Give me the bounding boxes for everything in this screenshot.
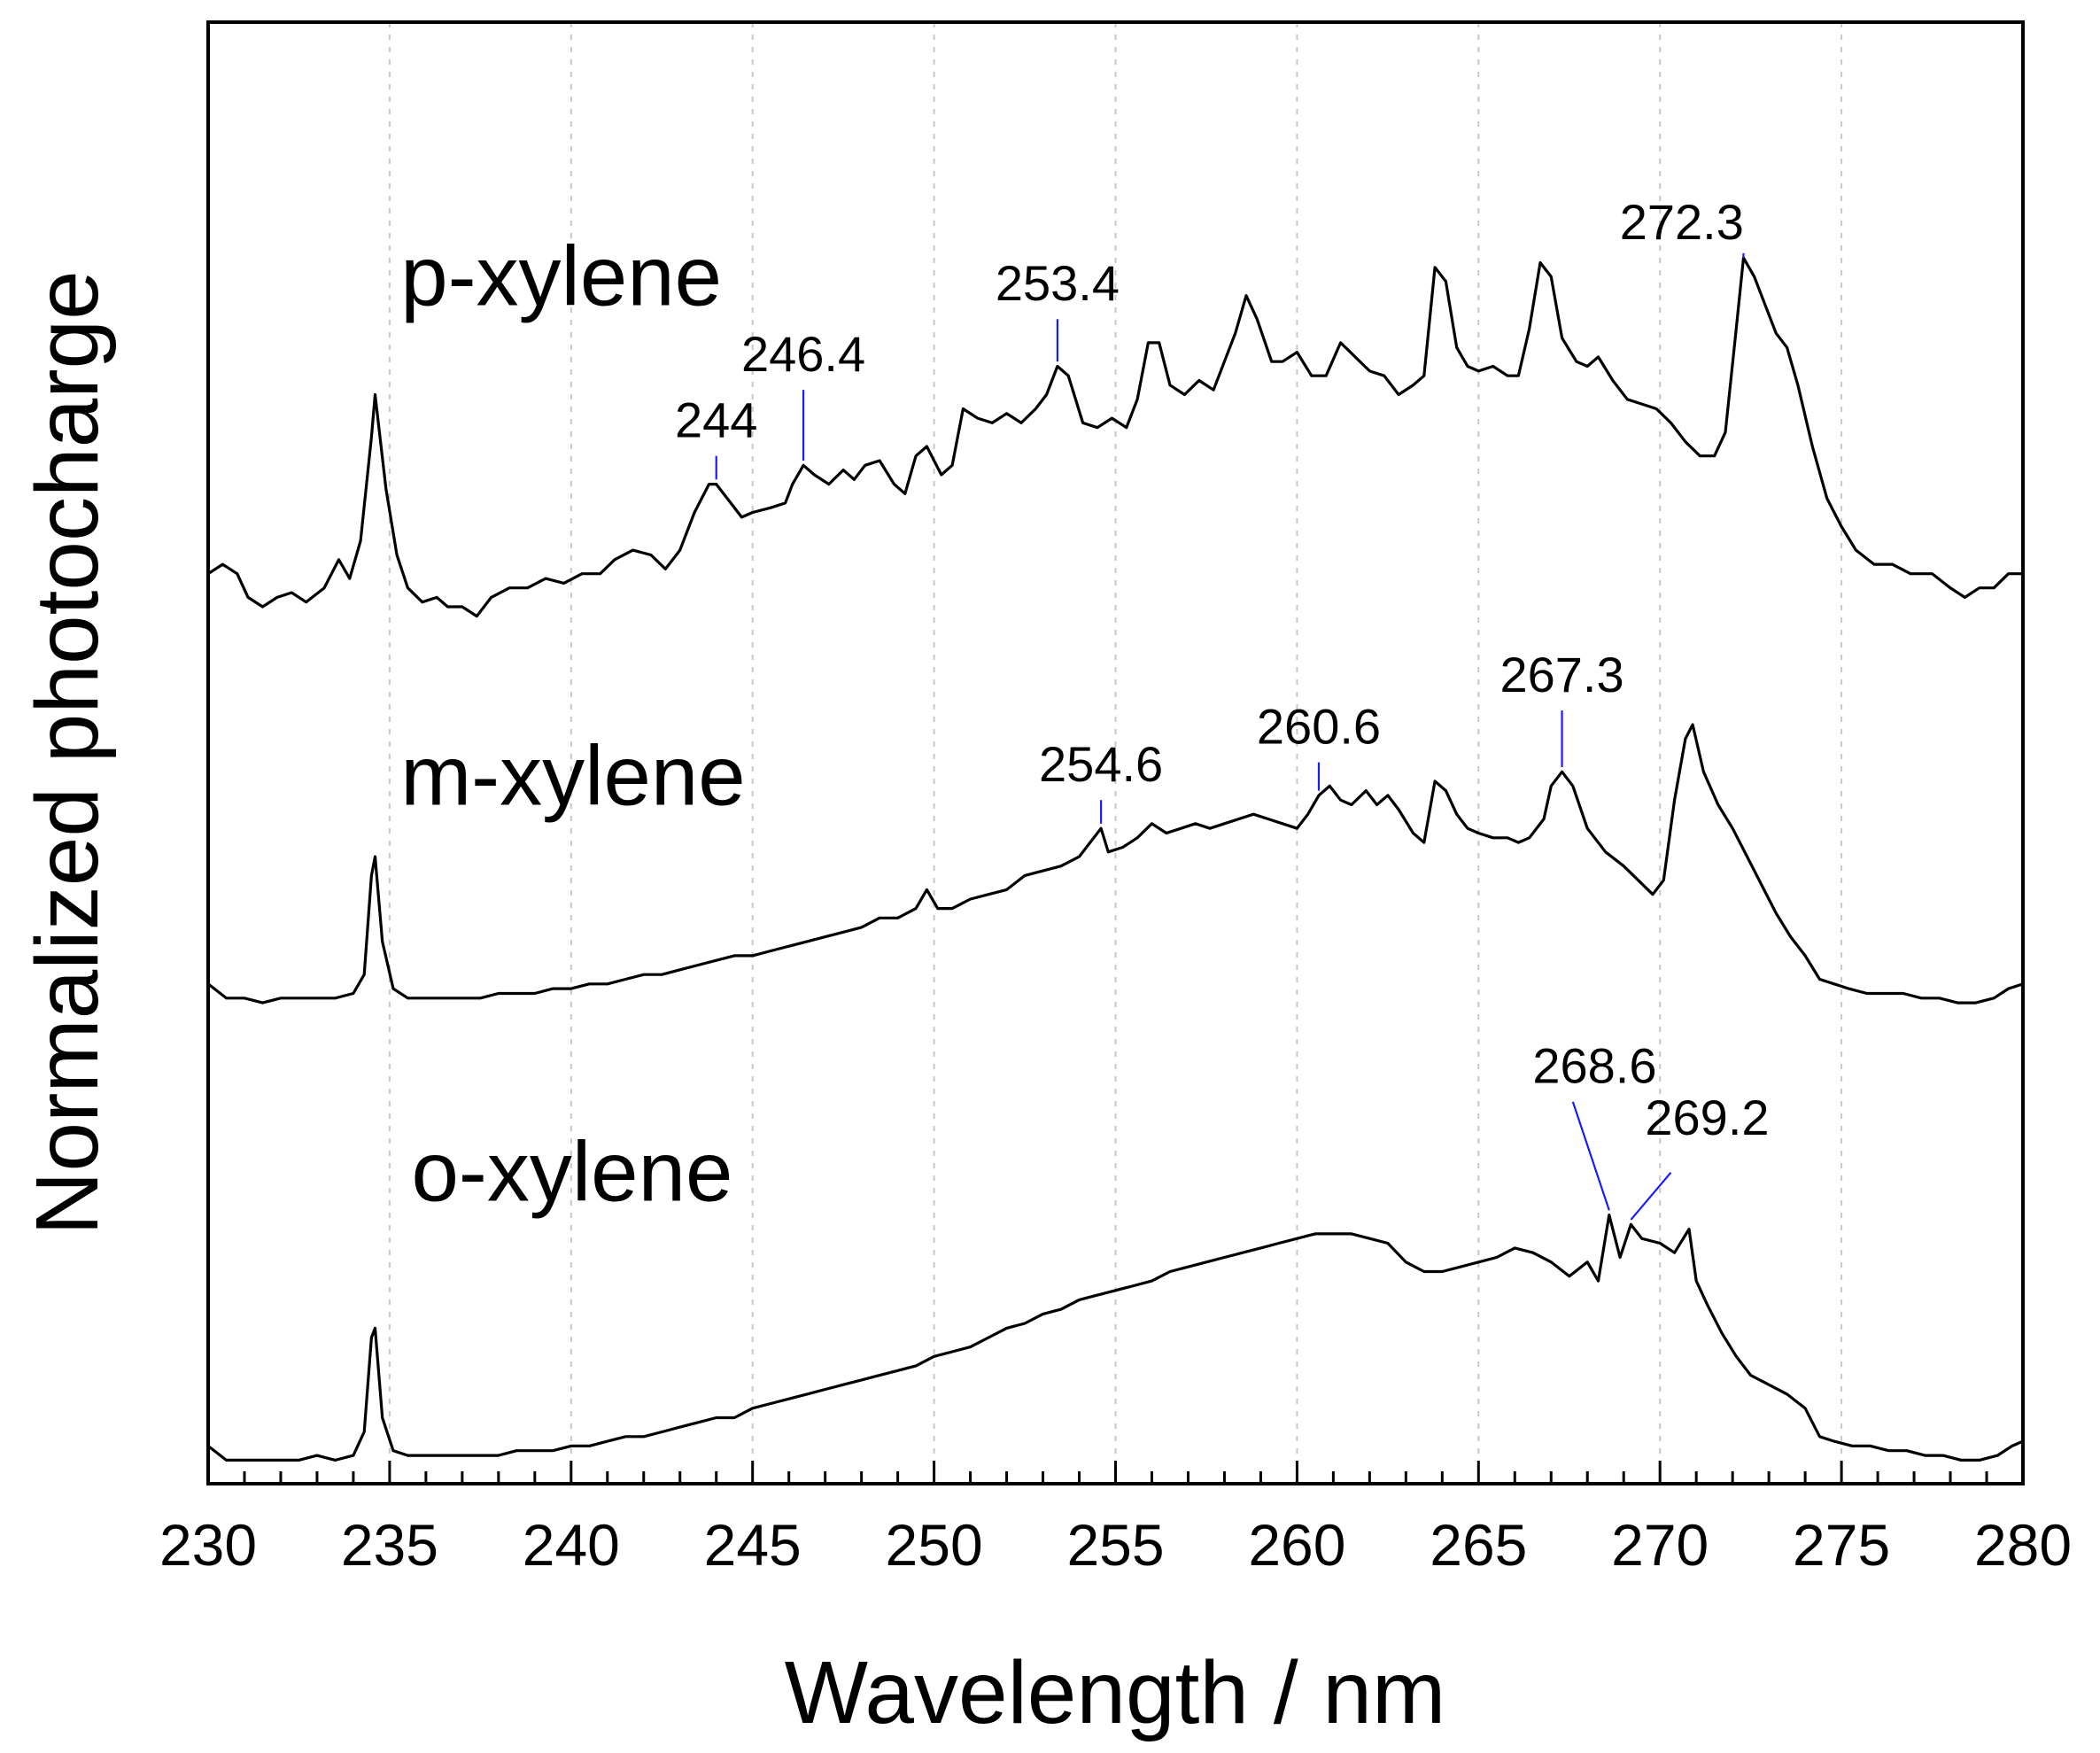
- annotation-label-267-3: 267.3: [1499, 647, 1623, 702]
- x-axis-ticks: [206, 1461, 2025, 1484]
- annotation-line-268-6: [1571, 1101, 1610, 1211]
- series-line-m-xylene: [207, 723, 2024, 1004]
- annotation-line-269-2: [1630, 1171, 1672, 1221]
- annotation-label-244: 244: [675, 392, 757, 447]
- x-tick-label-255: 255: [1066, 1512, 1164, 1578]
- x-tick-label-230: 230: [159, 1512, 257, 1578]
- series-line-p-xylene: [207, 256, 2023, 618]
- series-label-layer: p-xylene m-xylene o-xylene: [400, 229, 745, 1219]
- series-layer: [207, 256, 2024, 1462]
- annotation-label-272-3: 272.3: [1620, 194, 1744, 250]
- annotation-layer: 244 246.4 253.4 272.3 254.6 260.6 267.3 268.626…: [675, 194, 1770, 1221]
- x-tick-label-275: 275: [1793, 1512, 1890, 1578]
- series-label-m-xylene: m-xylene: [400, 729, 745, 824]
- x-tick-label-280: 280: [1974, 1512, 2072, 1578]
- annotation-label-269-2: 269.2: [1645, 1090, 1769, 1145]
- x-tick-label-235: 235: [341, 1512, 438, 1578]
- x-tick-label-270: 270: [1611, 1512, 1709, 1578]
- series-label-p-xylene: p-xylene: [400, 229, 722, 323]
- grid-lines: [388, 22, 1843, 1484]
- annotation-label-268-6: 268.6: [1532, 1038, 1656, 1094]
- x-tick-label-265: 265: [1430, 1512, 1527, 1578]
- series-line-o-xylene: [207, 1214, 2024, 1462]
- annotation-label-253-4: 253.4: [996, 255, 1120, 311]
- x-axis-tick-labels: 230 235 240 245 250 255 260 265 270 275 280: [159, 1512, 2072, 1578]
- y-axis-title: Normalized photocharge: [18, 270, 117, 1236]
- x-tick-label-260: 260: [1248, 1512, 1345, 1578]
- x-tick-label-240: 240: [523, 1512, 620, 1578]
- x-axis-title: Wavelength / nm: [785, 1643, 1446, 1742]
- annotation-label-254-6: 254.6: [1039, 736, 1163, 792]
- x-tick-label-250: 250: [886, 1512, 983, 1578]
- annotation-label-260-6: 260.6: [1257, 698, 1381, 754]
- series-label-o-xylene: o-xylene: [411, 1125, 732, 1220]
- annotation-label-246-4: 246.4: [741, 326, 865, 382]
- x-tick-label-245: 245: [704, 1512, 802, 1578]
